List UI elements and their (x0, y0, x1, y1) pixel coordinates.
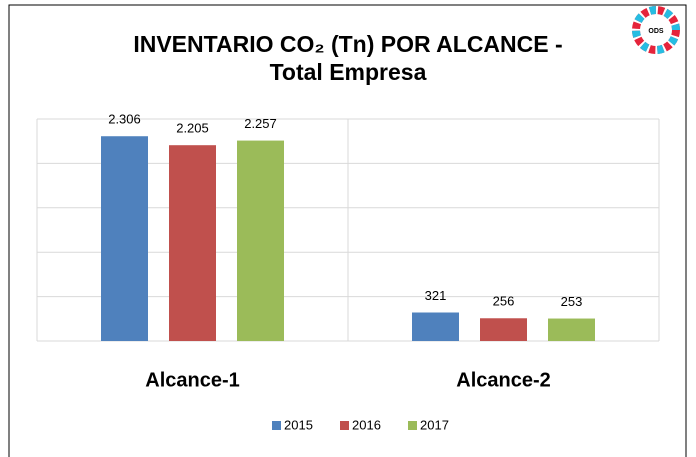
logo: ODS (632, 6, 680, 54)
bar (412, 312, 459, 341)
bar (548, 318, 595, 341)
legend-swatch (408, 421, 417, 430)
chart-title: Total Empresa (270, 59, 427, 85)
legend-label: 2015 (284, 417, 313, 432)
frame (8, 4, 687, 457)
bar (101, 136, 148, 341)
bar (169, 145, 216, 341)
legend-swatch (272, 421, 281, 430)
bar (237, 140, 284, 341)
data-label: 2.205 (176, 121, 209, 136)
logo-center (644, 18, 668, 42)
legend-swatch (340, 421, 349, 430)
x-tick-label: Alcance-1 (145, 369, 240, 391)
legend-label: 2017 (420, 417, 449, 432)
legend-label: 2016 (352, 417, 381, 432)
data-label: 253 (561, 294, 583, 309)
data-label: 2.306 (108, 112, 141, 127)
chart-title: INVENTARIO CO₂ (Tn) POR ALCANCE - (133, 31, 562, 57)
data-label: 256 (493, 294, 515, 309)
x-tick-label: Alcance-2 (456, 369, 551, 391)
data-label: 321 (425, 288, 447, 303)
data-label: 2.257 (244, 116, 277, 131)
logo-wheel (632, 6, 680, 54)
logo-text: ODS (648, 28, 664, 35)
bar (480, 318, 527, 341)
